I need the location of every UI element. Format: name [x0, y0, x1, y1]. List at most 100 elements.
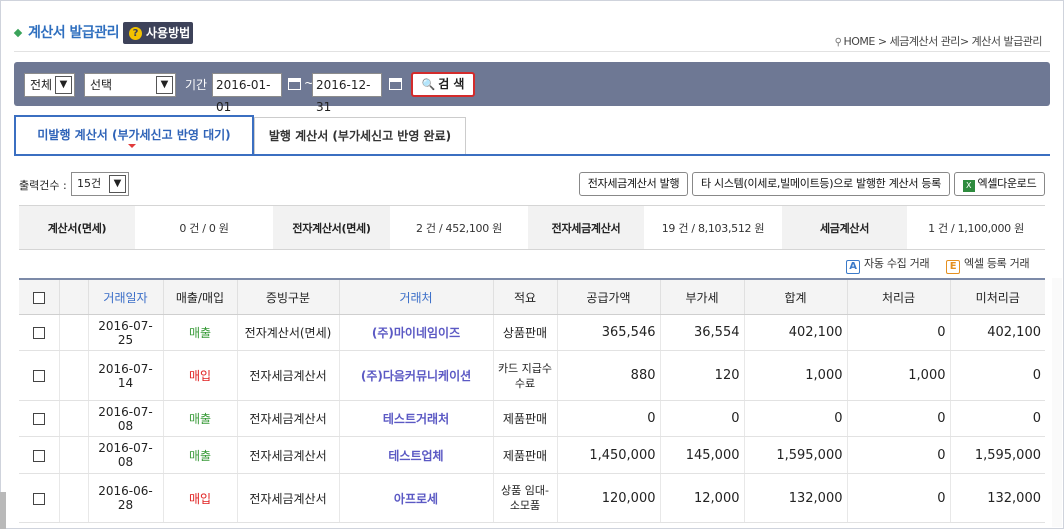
cell-date: 2016-07-25 — [87, 314, 163, 351]
cell-vendor-link[interactable]: 테스트업체 — [338, 436, 493, 474]
excel-download-button[interactable]: X 엑셀다운로드 — [954, 172, 1045, 196]
col-pending-header: 미처리금 — [949, 278, 1045, 315]
option-select[interactable]: 선택 ▼ — [84, 73, 176, 97]
cell-total: 0 — [743, 400, 847, 437]
breadcrumb-tax-invoice[interactable]: 세금계산서 관리 — [889, 35, 961, 48]
excel-registered-badge-icon: E — [946, 260, 960, 274]
cell-supply: 1,450,000 — [556, 436, 660, 474]
cell-memo: 상품 임대-소모품 — [492, 473, 557, 523]
cell-proof: 전자세금계산서 — [236, 350, 339, 401]
location-pin-icon: ⚲ — [834, 37, 842, 48]
summary-key: 전자계산서(면세) — [273, 206, 390, 249]
cell-vendor-link[interactable]: (주)마이네임이즈 — [338, 314, 493, 351]
side-handle — [0, 492, 6, 529]
cell-proof: 전자세금계산서 — [236, 400, 339, 437]
tab-issued[interactable]: 발행 계산서 (부가세신고 반영 완료) — [254, 117, 466, 155]
summary-bar: 계산서(면세) 0 건 / 0 원 전자계산서(면세) 2 건 / 452,10… — [19, 205, 1045, 250]
header-divider — [14, 51, 1050, 52]
cell-pending: 1,595,000 — [949, 436, 1045, 474]
cell-vat: 36,554 — [659, 314, 744, 351]
cell-vat: 12,000 — [659, 473, 744, 523]
chevron-down-icon: ▼ — [109, 175, 126, 193]
count-select[interactable]: 15건 ▼ — [71, 172, 129, 196]
tab-underline — [14, 154, 1050, 156]
cell-proof: 전자계산서(면세) — [236, 314, 339, 351]
cell-type: 매출 — [162, 314, 237, 351]
chevron-down-icon: ▼ — [156, 76, 173, 94]
row-checkbox[interactable] — [32, 492, 45, 505]
cell-type: 매입 — [162, 350, 237, 401]
col-proof-header: 증빙구분 — [236, 278, 339, 315]
row-checkbox[interactable] — [32, 327, 45, 339]
cell-type: 매입 — [162, 473, 237, 523]
breadcrumb: ⚲ HOME > 세금계산서 관리> 계산서 발급관리 — [834, 35, 1043, 48]
period-label: 기간 : — [185, 78, 215, 92]
cell-vendor-link[interactable]: 테스트거래처 — [338, 400, 493, 437]
legend-auto: A 자동 수집 거래 — [846, 255, 930, 274]
cell-vat: 0 — [659, 400, 744, 437]
search-button[interactable]: 🔍 검 색 — [411, 72, 475, 97]
calendar-icon[interactable] — [288, 78, 301, 90]
table-row[interactable]: 2016-07-08 매출 전자세금계산서 테스트거래처 제품판매 0 0 0 … — [19, 400, 1045, 437]
cell-proof: 전자세금계산서 — [236, 473, 339, 523]
row-checkbox[interactable] — [32, 449, 45, 462]
row-checkbox[interactable] — [32, 370, 45, 382]
col-vat-header: 부가세 — [659, 278, 744, 315]
cell-proof: 전자세금계산서 — [236, 436, 339, 474]
help-button[interactable]: ? 사용방법 — [123, 22, 193, 44]
col-date-header[interactable]: 거래일자 — [87, 278, 163, 315]
cell-done: 0 — [846, 436, 950, 474]
search-icon: 🔍 — [421, 78, 436, 91]
summary-key: 전자세금계산서 — [528, 206, 644, 249]
cell-total: 1,595,000 — [743, 436, 847, 474]
select-all-cell — [19, 278, 59, 315]
cell-type: 매출 — [162, 436, 237, 474]
cell-total: 402,100 — [743, 314, 847, 351]
cell-date: 2016-06-28 — [87, 473, 163, 523]
search-bar — [14, 62, 1050, 106]
legend-excel: E 엑셀 등록 거래 — [946, 255, 1030, 274]
table-row[interactable]: 2016-07-25 매출 전자계산서(면세) (주)마이네임이즈 상품판매 3… — [19, 314, 1045, 351]
cell-supply: 880 — [556, 350, 660, 401]
table-row[interactable]: 2016-06-28 매입 전자세금계산서 아프로세 상품 임대-소모품 120… — [19, 473, 1045, 523]
table-header-row: 거래일자 매출/매입 증빙구분 거래처 적요 공급가액 부가세 합계 처리금 미… — [19, 278, 1045, 315]
auto-collect-badge-icon: A — [846, 260, 860, 274]
select-all-checkbox[interactable] — [32, 291, 45, 304]
col-vendor-header[interactable]: 거래처 — [338, 278, 493, 315]
issue-e-tax-invoice-button[interactable]: 전자세금계산서 발행 — [579, 172, 688, 196]
cell-supply: 120,000 — [556, 473, 660, 523]
table-row[interactable]: 2016-07-14 매입 전자세금계산서 (주)다음커뮤니케이션 카드 지급수… — [19, 350, 1045, 401]
cell-done: 0 — [846, 314, 950, 351]
cell-vendor-link[interactable]: (주)다음커뮤니케이션 — [338, 350, 493, 401]
cell-vendor-link[interactable]: 아프로세 — [338, 473, 493, 523]
cell-type: 매출 — [162, 400, 237, 437]
active-tab-indicator-icon — [128, 144, 136, 148]
help-icon: ? — [129, 27, 142, 40]
cell-pending: 0 — [949, 400, 1045, 437]
date-to-input[interactable]: 2016-12-31 — [312, 73, 382, 114]
calendar-icon[interactable] — [389, 78, 402, 90]
breadcrumb-home[interactable]: HOME — [843, 35, 876, 48]
cell-supply: 0 — [556, 400, 660, 437]
vertical-scrollbar[interactable] — [1052, 278, 1062, 527]
cell-memo: 상품판매 — [492, 314, 557, 351]
col-supply-header: 공급가액 — [556, 278, 660, 315]
cell-pending: 132,000 — [949, 473, 1045, 523]
cell-total: 1,000 — [743, 350, 847, 401]
cell-done: 1,000 — [846, 350, 950, 401]
register-external-invoice-button[interactable]: 타 시스템(이세로,빌메이트등)으로 발행한 계산서 등록 — [692, 172, 950, 196]
table-row[interactable]: 2016-07-08 매출 전자세금계산서 테스트업체 제품판매 1,450,0… — [19, 436, 1045, 474]
cell-vat: 145,000 — [659, 436, 744, 474]
row-checkbox[interactable] — [32, 413, 45, 425]
count-label: 출력건수 : — [19, 179, 67, 192]
header-spacer — [58, 278, 88, 315]
cell-total: 132,000 — [743, 473, 847, 523]
breadcrumb-current: 계산서 발급관리 — [971, 35, 1043, 48]
transaction-table: 거래일자 매출/매입 증빙구분 거래처 적요 공급가액 부가세 합계 처리금 미… — [19, 278, 1045, 523]
date-separator: ~ — [304, 76, 315, 90]
excel-icon: X — [962, 180, 975, 192]
summary-key: 계산서(면세) — [19, 206, 135, 249]
date-from-input[interactable]: 2016-01-01 — [212, 73, 282, 114]
tab-unissued[interactable]: 미발행 계산서 (부가세신고 반영 대기) — [14, 115, 254, 155]
type-select[interactable]: 전체 ▼ — [24, 73, 75, 97]
